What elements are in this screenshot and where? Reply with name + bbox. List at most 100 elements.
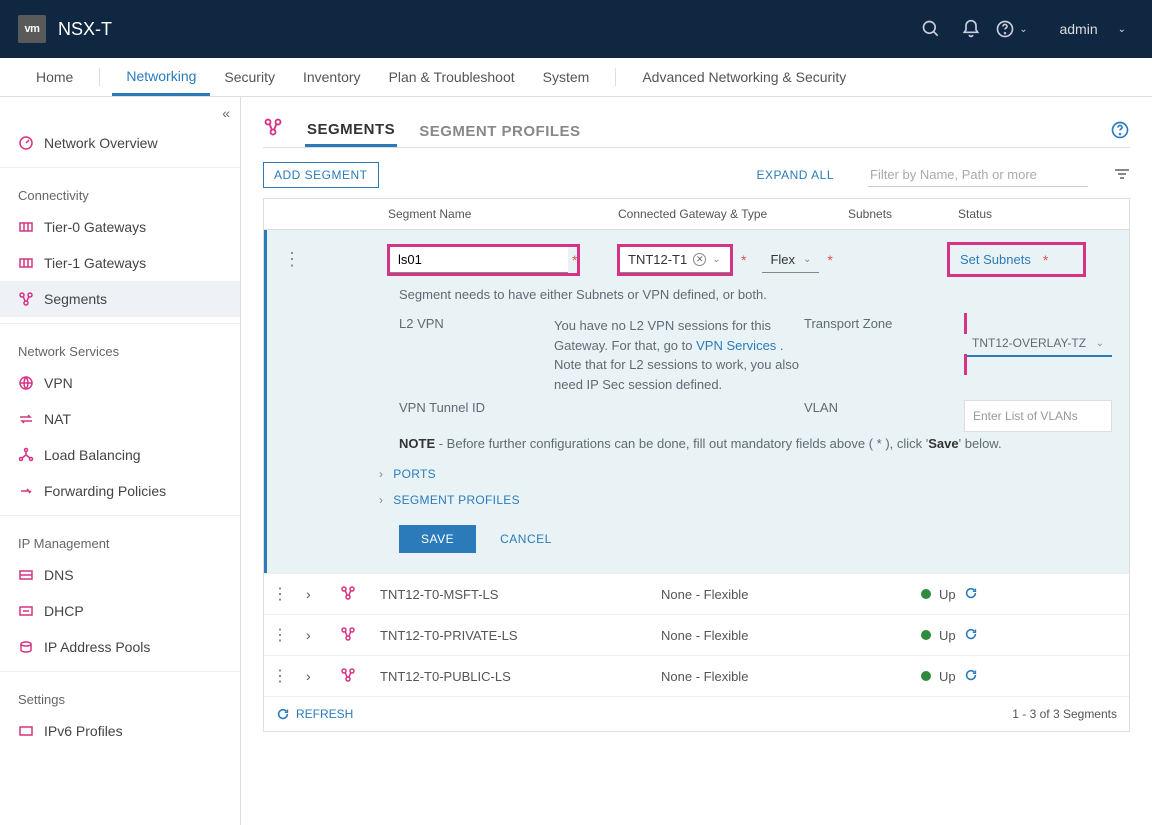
highlight-transport-zone: TNT12-OVERLAY-TZ ⌄ [964, 313, 1134, 375]
required-icon: * [741, 252, 746, 268]
save-button[interactable]: SAVE [399, 525, 476, 553]
vpn-tunnel-label: VPN Tunnel ID [399, 400, 554, 415]
gateway-select[interactable]: TNT12-T1 ✕ ⌄ [620, 247, 730, 273]
expand-row-icon[interactable]: › [306, 668, 340, 684]
sidebar-item-label: VPN [44, 375, 73, 391]
segment-hint: Segment needs to have either Subnets or … [279, 277, 1117, 316]
tabs: SEGMENTS SEGMENT PROFILES [263, 115, 1130, 148]
help-icon[interactable]: ⌄ [991, 9, 1031, 49]
l2vpn-label: L2 VPN [399, 316, 554, 331]
segment-edit-row: ⋮ * TNT12-T1 ✕ ⌄ [264, 230, 1129, 573]
filter-icon[interactable] [1114, 168, 1130, 183]
table-row: ⋮ › TNT12-T0-MSFT-LS None - Flexible Up [264, 573, 1129, 614]
gateway-value: TNT12-T1 [628, 252, 687, 267]
sidebar-segments[interactable]: Segments [0, 281, 240, 317]
cell-gateway: None - Flexible [661, 669, 921, 684]
sidebar-item-label: Tier-1 Gateways [44, 255, 146, 271]
transport-zone-select[interactable]: TNT12-OVERLAY-TZ ⌄ [964, 331, 1112, 357]
tab-segments[interactable]: SEGMENTS [305, 115, 397, 147]
sidebar-forwarding[interactable]: Forwarding Policies [0, 473, 240, 509]
add-segment-button[interactable]: ADD SEGMENT [263, 162, 379, 188]
vlan-label: VLAN [804, 400, 964, 415]
refresh-status-icon[interactable] [964, 627, 978, 644]
sidebar-nat[interactable]: NAT [0, 401, 240, 437]
sidebar-network-overview[interactable]: Network Overview [0, 125, 240, 161]
sidebar-heading-ipmgmt: IP Management [0, 522, 240, 557]
chevron-down-icon: ⌄ [712, 254, 720, 265]
status-dot-icon [921, 630, 931, 640]
nav-system[interactable]: System [529, 58, 604, 96]
row-menu-icon[interactable]: ⋮ [279, 249, 387, 270]
nav-plan[interactable]: Plan & Troubleshoot [375, 58, 529, 96]
user-name: admin [1059, 21, 1097, 37]
cell-status: Up [939, 628, 956, 643]
divider [99, 68, 100, 86]
content-area: SEGMENTS SEGMENT PROFILES ADD SEGMENT EX… [241, 97, 1152, 825]
nav-advanced[interactable]: Advanced Networking & Security [628, 58, 860, 96]
cell-gateway: None - Flexible [661, 587, 921, 602]
sidebar-dhcp[interactable]: DHCP [0, 593, 240, 629]
col-status: Status [954, 207, 1124, 221]
sidebar-dns[interactable]: DNS [0, 557, 240, 593]
chevron-down-icon: ⌄ [1118, 24, 1126, 35]
bell-icon[interactable] [951, 9, 991, 49]
sidebar-heading-netservices: Network Services [0, 330, 240, 365]
dhcp-icon [18, 603, 34, 619]
table-header: Segment Name Connected Gateway & Type Su… [264, 199, 1129, 230]
nav-networking[interactable]: Networking [112, 58, 210, 96]
status-dot-icon [921, 589, 931, 599]
sidebar-vpn[interactable]: VPN [0, 365, 240, 401]
nav-inventory[interactable]: Inventory [289, 58, 375, 96]
segments-icon [263, 117, 283, 140]
row-menu-icon[interactable]: ⋮ [272, 666, 306, 686]
cell-name: TNT12-T0-PRIVATE-LS [380, 628, 661, 643]
refresh-status-icon[interactable] [964, 586, 978, 603]
expand-row-icon[interactable]: › [306, 586, 340, 602]
search-icon[interactable] [911, 9, 951, 49]
sidebar-tier0[interactable]: Tier-0 Gateways [0, 209, 240, 245]
segments-icon [340, 667, 380, 686]
help-icon[interactable] [1110, 120, 1130, 143]
user-menu[interactable]: admin ⌄ [1059, 21, 1134, 37]
sidebar-ipv6[interactable]: IPv6 Profiles [0, 713, 240, 749]
type-select[interactable]: Flex ⌄ [762, 247, 819, 273]
nav-security[interactable]: Security [210, 58, 289, 96]
expand-all-button[interactable]: EXPAND ALL [757, 168, 834, 182]
sidebar-item-label: Network Overview [44, 135, 158, 151]
note-text: NOTE - Before further configurations can… [279, 432, 1117, 461]
nav-home[interactable]: Home [22, 58, 87, 96]
sidebar-ippools[interactable]: IP Address Pools [0, 629, 240, 665]
vpn-services-link[interactable]: VPN Services [696, 338, 776, 353]
cell-name: TNT12-T0-PUBLIC-LS [380, 669, 661, 684]
refresh-status-icon[interactable] [964, 668, 978, 685]
highlight-gateway: TNT12-T1 ✕ ⌄ [617, 244, 733, 276]
row-menu-icon[interactable]: ⋮ [272, 625, 306, 645]
chevron-right-icon: › [379, 467, 383, 481]
tz-label: Transport Zone [804, 316, 964, 331]
vlan-input[interactable]: Enter List of VLANs [964, 400, 1112, 432]
sidebar-loadbalancing[interactable]: Load Balancing [0, 437, 240, 473]
chevron-down-icon: ⌄ [1096, 338, 1104, 349]
refresh-button[interactable]: REFRESH [276, 707, 353, 721]
ip-pools-icon [18, 639, 34, 655]
expand-row-icon[interactable]: › [306, 627, 340, 643]
sidebar-item-label: DHCP [44, 603, 84, 619]
collapse-sidebar-icon[interactable]: « [222, 105, 230, 121]
filter-input[interactable] [868, 163, 1088, 187]
app-title: NSX-T [58, 19, 112, 40]
set-subnets-link[interactable]: Set Subnets [952, 247, 1039, 272]
ports-section[interactable]: › PORTS [379, 461, 1117, 487]
row-menu-icon[interactable]: ⋮ [272, 584, 306, 604]
table-footer: REFRESH 1 - 3 of 3 Segments [264, 696, 1129, 731]
divider [615, 68, 616, 86]
segment-profiles-section[interactable]: › SEGMENT PROFILES [379, 487, 1117, 513]
required-icon: * [827, 252, 832, 268]
segment-name-input[interactable] [390, 247, 568, 273]
chevron-right-icon: › [379, 493, 383, 507]
sidebar-item-label: Tier-0 Gateways [44, 219, 146, 235]
sidebar-tier1[interactable]: Tier-1 Gateways [0, 245, 240, 281]
sidebar-item-label: Forwarding Policies [44, 483, 166, 499]
tab-segment-profiles[interactable]: SEGMENT PROFILES [417, 117, 582, 146]
clear-icon[interactable]: ✕ [693, 253, 706, 266]
cancel-button[interactable]: CANCEL [500, 532, 552, 546]
